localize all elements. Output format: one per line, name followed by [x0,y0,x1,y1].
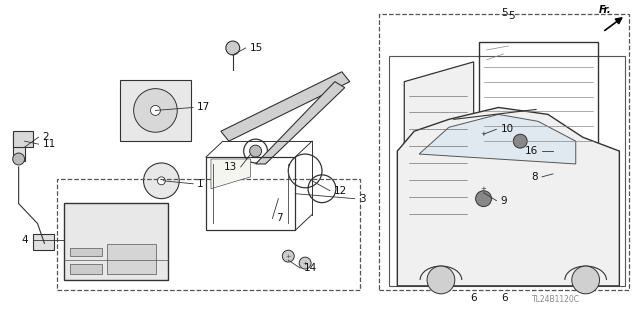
Text: 8: 8 [531,172,538,182]
Text: 15: 15 [250,43,263,53]
Bar [556,143,564,151]
Polygon shape [221,72,349,141]
Circle shape [134,89,177,132]
Circle shape [150,106,161,115]
Circle shape [572,266,600,294]
Circle shape [13,153,24,165]
Circle shape [143,163,179,199]
Bar [70,248,102,256]
Polygon shape [404,62,474,228]
Polygon shape [211,159,251,189]
Bar [33,234,54,250]
Circle shape [226,41,240,55]
Text: 6: 6 [470,293,477,303]
Bar [380,14,629,290]
Text: 12: 12 [334,186,347,196]
Circle shape [476,191,492,207]
Text: 2: 2 [42,132,49,142]
Text: Fr.: Fr. [599,5,612,15]
Circle shape [513,134,527,148]
Text: 1: 1 [197,179,204,189]
Text: 7: 7 [276,213,283,224]
Text: 9: 9 [500,196,507,206]
Text: 11: 11 [42,139,56,149]
Text: +: + [303,261,308,266]
Bar [107,244,156,274]
Polygon shape [255,82,345,164]
Circle shape [157,177,165,185]
Polygon shape [419,115,576,164]
Text: +: + [481,186,486,192]
Text: 17: 17 [197,102,211,113]
Text: 5: 5 [501,8,508,18]
Text: +: + [481,131,486,137]
Text: 4: 4 [22,235,29,245]
Circle shape [427,266,455,294]
Bar [479,42,598,151]
Text: +: + [285,254,291,259]
Bar [13,133,24,161]
Circle shape [478,129,489,140]
Text: 16: 16 [525,146,538,156]
Text: 5: 5 [508,11,515,21]
Bar [556,167,564,175]
Bar [553,163,580,181]
Bar [70,264,102,274]
Text: 14: 14 [304,263,317,273]
Text: 10: 10 [500,124,513,134]
Text: 6: 6 [501,293,508,303]
Text: 3: 3 [358,194,365,204]
Circle shape [250,145,262,157]
Bar [58,179,360,290]
Polygon shape [397,108,620,286]
Circle shape [282,250,294,262]
Bar [553,139,580,157]
Circle shape [478,183,489,194]
Circle shape [299,257,311,269]
Bar [13,131,33,147]
Bar [389,56,625,286]
Text: 13: 13 [223,162,237,172]
Bar [120,80,191,141]
Bar [64,203,168,280]
Text: TL24B1120C: TL24B1120C [532,295,580,304]
